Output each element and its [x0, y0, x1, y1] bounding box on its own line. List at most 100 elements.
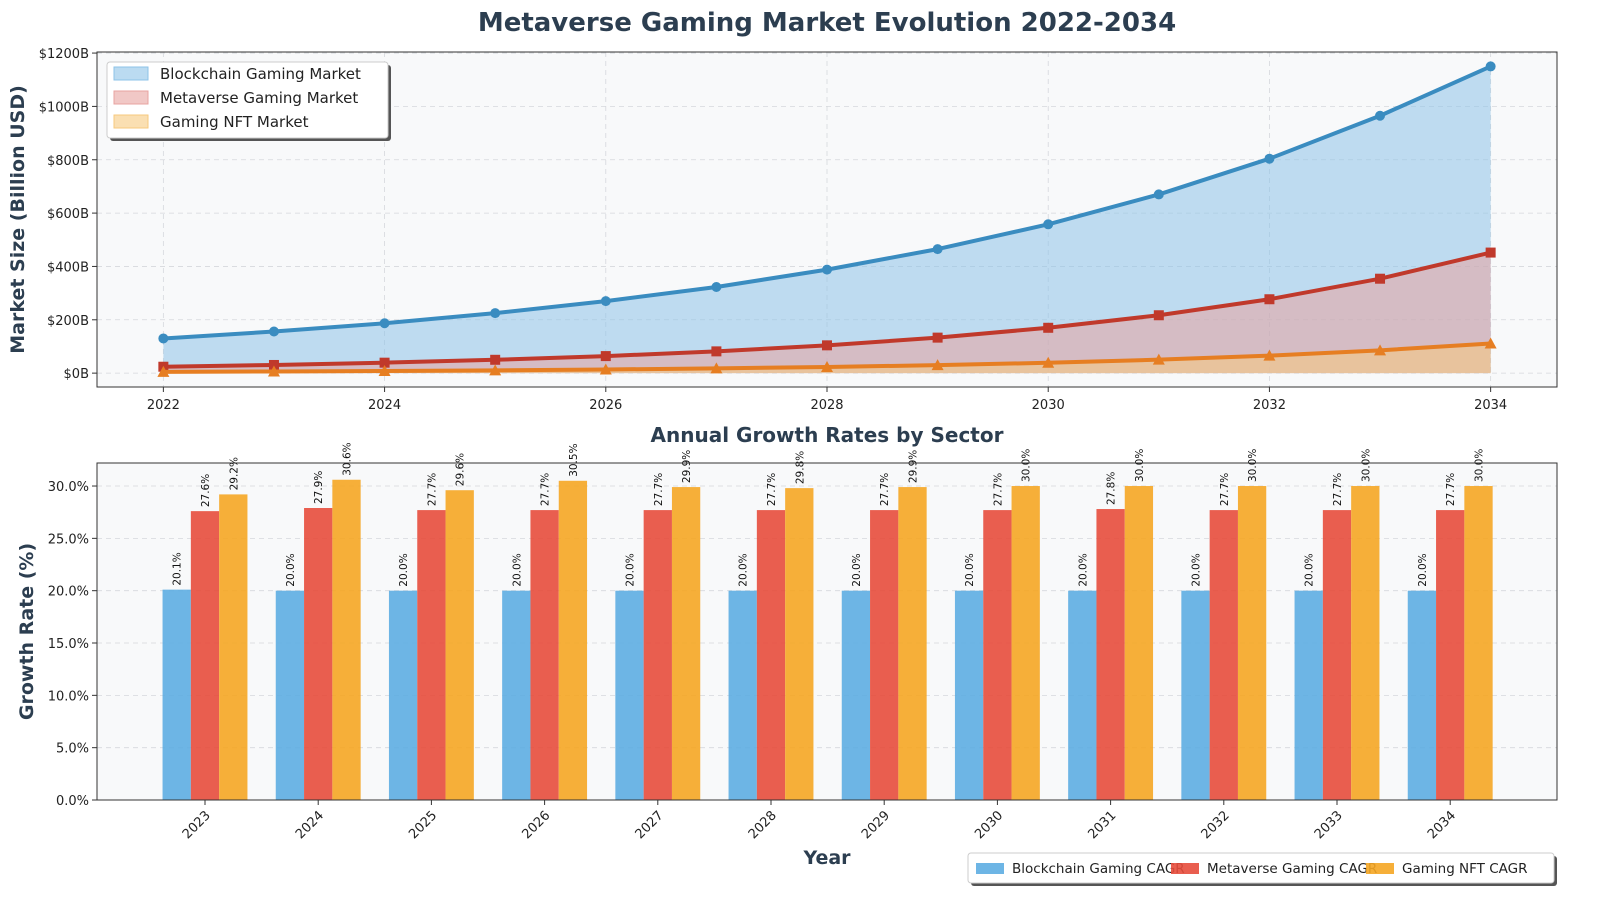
bar-value-label: 30.0% [1134, 449, 1146, 482]
bar-value-label: 20.0% [285, 553, 297, 586]
y-tick-label: 5.0% [56, 742, 89, 757]
bar-value-label: 27.7% [426, 473, 438, 506]
data-point [710, 362, 723, 374]
legend-swatch [113, 114, 149, 129]
figure-title: Metaverse Gaming Market Evolution 2022-2… [478, 8, 1176, 38]
legend-label: Blockchain Gaming Market [160, 65, 361, 83]
legend-box [967, 852, 1555, 884]
data-point [711, 346, 722, 357]
legend-swatch [113, 66, 149, 81]
y-tick-label: $0B [64, 367, 89, 382]
legend-label: Gaming NFT Market [160, 113, 309, 131]
x-tick-label: 2026 [519, 808, 553, 842]
bar-0 [1068, 590, 1097, 800]
x-tick-label: 2025 [406, 808, 440, 842]
bar-1 [417, 510, 446, 800]
bar-0 [1407, 590, 1437, 800]
axes-frame [96, 462, 1558, 801]
bar-value-label: 29.8% [794, 451, 806, 484]
bar-1 [983, 510, 1012, 800]
x-tick-label: 2032 [1253, 398, 1286, 413]
bar-2 [1011, 486, 1040, 800]
bar-value-label: 20.0% [398, 553, 410, 586]
data-point [1042, 356, 1055, 368]
area-1 [163, 252, 1491, 374]
area-2 [163, 343, 1491, 374]
data-point [1485, 247, 1496, 258]
y-axis-label: Market Size (Billion USD) [7, 85, 29, 354]
data-point [268, 359, 279, 370]
bar-2 [219, 494, 248, 800]
legend: Blockchain Gaming Market Metaverse Gaming… [106, 61, 391, 141]
data-point [1484, 337, 1497, 349]
legend-label: Blockchain Gaming CAGR [1012, 861, 1185, 877]
x-axis-label: Year [802, 847, 851, 869]
axes-frame [96, 51, 1558, 388]
bar-value-label: 20.0% [625, 553, 637, 586]
bar-value-label: 20.0% [738, 553, 750, 586]
data-point [822, 340, 832, 351]
bar-0 [1181, 590, 1210, 800]
x-tick-label: 2031 [1085, 808, 1119, 842]
data-point [1375, 110, 1386, 121]
bar-2 [1464, 486, 1493, 800]
data-point [931, 359, 944, 371]
bar-value-label: 27.7% [540, 473, 552, 506]
bar-value-label: 27.7% [653, 473, 665, 506]
y-tick-label: 25.0% [48, 532, 89, 547]
bar-1 [190, 511, 220, 800]
y-axis-label: Growth Rate (%) [16, 543, 38, 720]
data-point [1043, 322, 1054, 333]
data-point [821, 360, 833, 372]
legend-swatch [976, 863, 1004, 874]
bar-value-label: 27.6% [200, 474, 212, 507]
y-tick-label: 15.0% [48, 637, 89, 652]
bar-1 [1096, 509, 1125, 800]
y-tick-label: 0.0% [56, 794, 89, 809]
bar-2 [558, 480, 588, 800]
bar-value-label: 27.7% [766, 473, 778, 506]
bar-0 [502, 590, 531, 800]
data-point [379, 357, 390, 368]
bar-1 [870, 510, 899, 800]
bar-value-label: 20.0% [511, 553, 523, 586]
data-point [379, 318, 390, 329]
bar-0 [728, 590, 757, 800]
data-point [1485, 61, 1496, 72]
data-point [1264, 294, 1275, 305]
data-point [1375, 273, 1386, 284]
x-tick-label: 2026 [589, 398, 622, 413]
bar-2 [898, 487, 927, 800]
legend-swatch [113, 90, 149, 105]
data-point [489, 364, 502, 376]
bar-value-label: 30.0% [1247, 449, 1259, 482]
bar-0 [275, 590, 305, 800]
bar-0 [162, 589, 191, 800]
bar-value-label: 29.9% [908, 450, 920, 483]
bar-2 [1237, 486, 1267, 800]
x-tick-label: 2024 [293, 808, 327, 842]
subplot-title: Annual Growth Rates by Sector [651, 423, 1004, 447]
data-point [490, 308, 501, 319]
bar-1 [1209, 510, 1238, 800]
y-tick-label: $200B [47, 314, 89, 329]
bar-0 [388, 590, 418, 800]
bar-2 [332, 479, 361, 800]
data-point [267, 365, 280, 377]
y-tick-label: 30.0% [48, 480, 89, 495]
bar-value-label: 20.0% [1077, 553, 1089, 586]
data-point [490, 354, 501, 365]
area-0 [163, 66, 1491, 374]
x-tick-label: 2034 [1474, 398, 1507, 413]
bar-value-label: 27.8% [1106, 472, 1118, 505]
growth-rate-chart: Annual Growth Rates by Sector 0.0% 5.0% 10.… [16, 423, 1558, 886]
legend-label: Gaming NFT CAGR [1402, 861, 1527, 877]
legend-label: Metaverse Gaming CAGR [1207, 861, 1377, 877]
bar-1 [643, 510, 672, 800]
data-point [600, 351, 611, 362]
bar-2 [785, 488, 814, 800]
data-point [600, 296, 611, 307]
data-point [1153, 310, 1164, 321]
x-tick-label: 2023 [180, 808, 214, 842]
bar-value-label: 27.7% [1332, 473, 1344, 506]
